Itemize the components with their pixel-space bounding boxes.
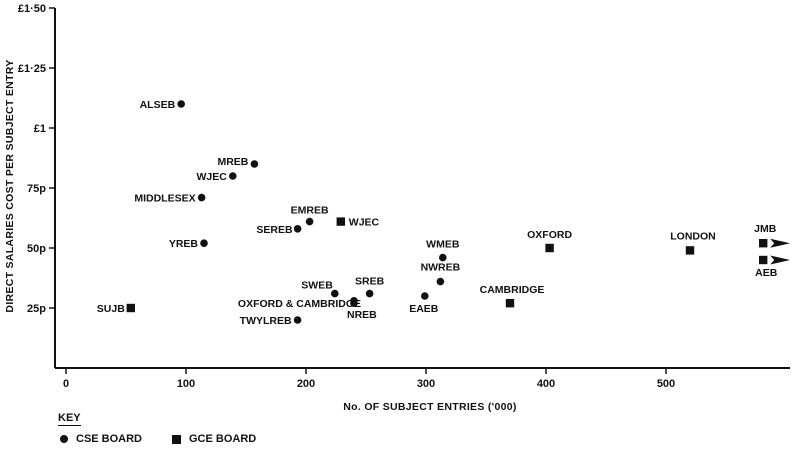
x-tick-label: 200: [297, 378, 315, 390]
point-label: NREB: [347, 309, 377, 321]
y-tick-label: £1·50: [18, 3, 46, 15]
cse-board-point: [365, 289, 374, 298]
circle-marker-icon: [60, 435, 68, 443]
cse-board-point: [421, 292, 429, 300]
point-label: OXFORD & CAMBRIDGE: [238, 298, 361, 310]
point-label: EAEB: [409, 303, 439, 315]
cse-board-point: [305, 217, 314, 226]
gce-board-point: [505, 299, 515, 308]
cse-board-point: [229, 172, 237, 180]
cse-board-point: [197, 193, 206, 202]
gce-board-point: [759, 239, 768, 248]
cse-board-point: [436, 277, 445, 286]
x-tick-label: 100: [177, 378, 195, 390]
y-axis-label: DIRECT SALARIES COST PER SUBJECT ENTRY: [4, 59, 16, 312]
point-label: WJEC: [196, 171, 227, 183]
cse-board-point: [177, 100, 185, 108]
point-label: EMREB: [291, 205, 329, 217]
legend-item-gce: GCE BOARD: [172, 433, 256, 445]
square-marker-icon: [172, 434, 181, 444]
cse-board-point: [250, 160, 259, 168]
y-tick-label: 75p: [27, 183, 46, 195]
y-tick-label: £1: [34, 123, 46, 135]
y-tick-label: 50p: [27, 243, 46, 255]
point-label: AEB: [755, 267, 778, 279]
point-label: CAMBRIDGE: [480, 284, 545, 296]
x-ticks: 0 100 200 300 400 500: [63, 368, 675, 390]
point-label: WMEB: [426, 239, 460, 251]
point-label: LONDON: [670, 230, 716, 242]
cse-board-point: [439, 253, 447, 262]
y-tick-label: £1·25: [18, 63, 46, 75]
x-tick-label: 0: [63, 378, 69, 390]
point-label: SWEB: [301, 280, 333, 292]
x-tick-label: 400: [537, 378, 555, 390]
x-axis-label: No. OF SUBJECT ENTRIES ('000): [343, 401, 516, 413]
point-label: TWYLREB: [240, 315, 292, 327]
legend-item-cse: CSE BOARD: [60, 433, 142, 445]
point-label: YREB: [169, 238, 199, 250]
point-label: MIDDLESEX: [134, 193, 195, 205]
y-ticks: 25p 50p 75p £1 £1·25 £1·50: [18, 3, 55, 315]
point-label: SUJB: [97, 303, 125, 315]
gce-board-point: [545, 243, 554, 253]
point-label: MREB: [217, 156, 248, 168]
point-label: SREB: [355, 276, 385, 288]
gce-board-point: [685, 246, 695, 255]
gce-board-point: [759, 255, 768, 265]
point-label: SEREB: [256, 224, 293, 236]
data-points: ALSEBMREBWJECMIDDLESEXYREBEMREBSEREBSWEB…: [97, 99, 791, 327]
x-tick-label: 300: [417, 378, 435, 390]
cse-board-point: [350, 299, 358, 308]
legend-label-cse: CSE BOARD: [76, 433, 143, 445]
offscale-arrow-icon: [770, 238, 791, 248]
point-label: JMB: [754, 223, 777, 235]
offscale-arrow-icon: [770, 255, 791, 265]
legend-title: KEY: [58, 412, 81, 426]
point-label: OXFORD: [527, 229, 572, 241]
legend: KEY CSE BOARD GCE BOARD: [58, 412, 298, 448]
cse-board-point: [293, 225, 302, 233]
point-label: ALSEB: [140, 99, 176, 111]
gce-board-point: [336, 217, 345, 226]
cse-board-point: [331, 289, 339, 298]
x-tick-label: 500: [657, 378, 675, 390]
cse-board-point: [293, 316, 302, 324]
point-label: NWREB: [421, 262, 461, 274]
y-tick-label: 25p: [27, 303, 46, 315]
cse-board-point: [200, 239, 208, 247]
legend-label-gce: GCE BOARD: [189, 433, 257, 445]
gce-board-point: [126, 303, 135, 313]
point-label: WJEC: [349, 217, 380, 229]
